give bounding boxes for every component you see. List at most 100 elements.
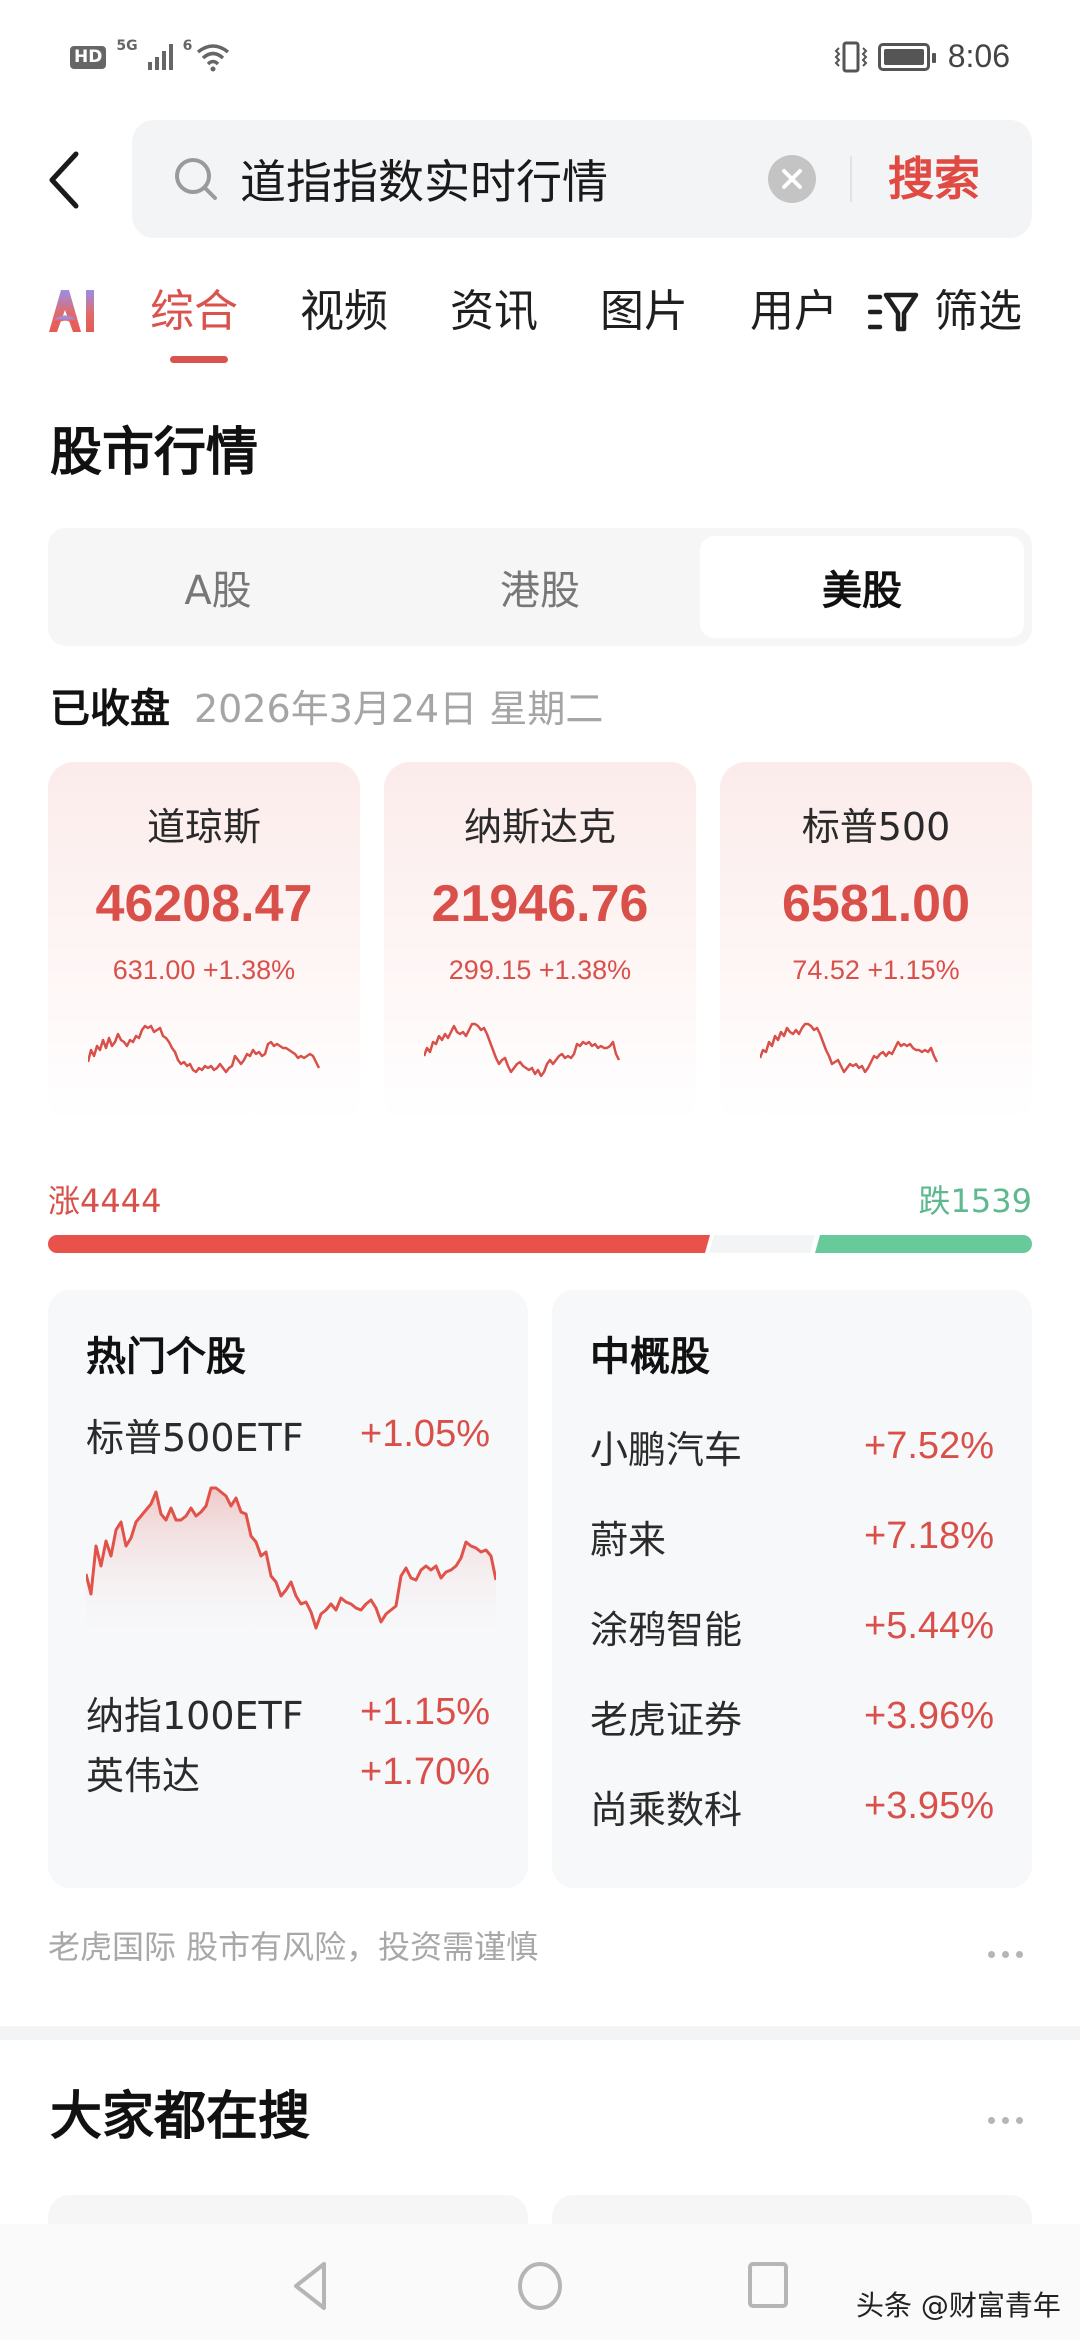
ai-icon [49, 290, 94, 332]
segment-hk-shares[interactable]: 港股 [500, 568, 580, 614]
hd-icon: HD [70, 45, 107, 69]
search-icon [175, 158, 217, 200]
stock-change: +1.70% [360, 1750, 490, 1793]
more-dot-icon [1016, 1950, 1023, 1958]
index-name: 纳斯达克 [463, 805, 616, 849]
search-input[interactable] [240, 148, 780, 210]
section-title-trending: 大家都在搜 [50, 2087, 311, 2147]
back-arrow-icon [49, 151, 79, 209]
section-title-market: 股市行情 [50, 423, 259, 483]
china-concept-panel: 中概股 小鹏汽车 +7.52% 蔚来 +7.18% 涂鸦智能 +5.44% 老虎… [552, 1290, 1032, 1888]
china-stock-row[interactable]: 尚乘数科 +3.95% [590, 1778, 994, 1834]
market-date: 2026年3月24日 星期二 [194, 687, 604, 731]
nav-back-icon [294, 2262, 326, 2310]
wifi-icon [197, 44, 230, 72]
more-dot-icon [1002, 1950, 1009, 1958]
more-dot-icon [1016, 2116, 1023, 2124]
advancers-label: 涨4444 [48, 1182, 162, 1220]
filter-button[interactable]: 筛选 [868, 280, 1022, 344]
index-card-sp500[interactable]: 标普500 6581.00 74.52 +1.15% [720, 762, 1032, 1122]
tab-images[interactable]: 图片 [600, 286, 688, 337]
more-dot-icon [988, 2116, 995, 2124]
china-stock-row[interactable]: 小鹏汽车 +7.52% [590, 1418, 994, 1474]
stock-change: +1.05% [360, 1412, 490, 1455]
divider [850, 156, 852, 202]
more-dot-icon [988, 1950, 995, 1958]
index-card-dow[interactable]: 道琼斯 46208.47 631.00 +1.38% [48, 762, 360, 1122]
panel-title: 中概股 [590, 1334, 710, 1380]
system-nav-bar: 头条 @财富青年 [0, 2224, 1080, 2340]
stock-change: +7.18% [864, 1514, 994, 1557]
wifi-label: 6 [182, 38, 193, 54]
signal-icon [147, 44, 173, 70]
battery-icon [877, 42, 936, 71]
stock-name: 尚乘数科 [590, 1787, 743, 1832]
stock-change: +7.52% [864, 1424, 994, 1467]
stock-change: +3.96% [864, 1694, 994, 1737]
trending-more-button[interactable] [988, 2110, 1038, 2130]
china-stock-row[interactable]: 老虎证券 +3.96% [590, 1688, 994, 1744]
sparkline-chart [424, 1022, 621, 1078]
index-value: 21946.76 [431, 875, 649, 933]
hot-stock-row[interactable]: 英伟达 +1.70% [86, 1744, 490, 1800]
stock-name: 小鹏汽车 [590, 1427, 743, 1472]
nav-back-button[interactable] [280, 2256, 340, 2316]
back-button[interactable] [42, 148, 92, 212]
vibrate-icon [834, 41, 868, 72]
tab-users[interactable]: 用户 [750, 286, 838, 337]
stock-name: 老虎证券 [590, 1697, 743, 1742]
stock-name: 纳指100ETF [86, 1693, 304, 1738]
hot-stock-featured[interactable]: 标普500ETF +1.05% [86, 1406, 490, 1462]
market-status: 已收盘 [50, 686, 170, 732]
china-stock-row[interactable]: 涂鸦智能 +5.44% [590, 1598, 994, 1654]
segment-us-shares[interactable]: 美股 [700, 536, 1024, 638]
sparkline-chart [88, 1024, 320, 1074]
section-divider [0, 2026, 1080, 2040]
filter-icon [868, 292, 919, 332]
search-bar[interactable]: 搜索 [132, 120, 1032, 238]
stock-name: 蔚来 [590, 1517, 667, 1562]
hot-stocks-panel: 热门个股 标普500ETF +1.05% 纳指100ETF +1.15% 英伟达… [48, 1290, 528, 1888]
index-card-nasdaq[interactable]: 纳斯达克 21946.76 299.15 +1.38% [384, 762, 696, 1122]
index-change: 631.00 +1.38% [112, 955, 296, 985]
stock-name: 英伟达 [86, 1753, 201, 1798]
clear-button[interactable] [768, 155, 816, 203]
disclaimer-text: 老虎国际 股市有风险，投资需谨慎 [48, 1928, 539, 1966]
active-tab-indicator [170, 356, 228, 363]
panel-title: 热门个股 [86, 1334, 246, 1380]
stock-change: +5.44% [864, 1604, 994, 1647]
stock-change: +1.15% [360, 1690, 490, 1733]
clear-icon [782, 169, 802, 189]
tab-video[interactable]: 视频 [300, 286, 388, 337]
index-change: 74.52 +1.15% [792, 955, 960, 985]
search-tabs: 综合 视频 资讯 图片 用户 筛选 [0, 280, 1080, 370]
watermark: 头条 @财富青年 [856, 2289, 1061, 2322]
featured-stock-chart [86, 1486, 496, 1646]
index-change: 299.15 +1.38% [448, 955, 632, 985]
nav-home-button[interactable] [510, 2256, 570, 2316]
stock-change: +3.95% [864, 1784, 994, 1827]
decliners-label: 跌1539 [918, 1182, 1032, 1220]
network-type: 5G [116, 38, 138, 54]
china-stock-row[interactable]: 蔚来 +7.18% [590, 1508, 994, 1564]
tab-news[interactable]: 资讯 [450, 286, 538, 337]
segment-a-shares[interactable]: A股 [184, 568, 252, 614]
clock: 8:06 [947, 38, 1010, 74]
stock-name: 涂鸦智能 [590, 1607, 743, 1652]
more-options-button[interactable] [988, 1944, 1038, 1964]
tab-ai[interactable] [46, 286, 98, 336]
index-value: 6581.00 [782, 875, 970, 933]
stock-name: 标普500ETF [86, 1415, 304, 1460]
hot-stock-row[interactable]: 纳指100ETF +1.15% [86, 1684, 490, 1740]
nav-recents-button[interactable] [738, 2256, 798, 2316]
tab-comprehensive[interactable]: 综合 [150, 286, 238, 337]
sparkline-chart [760, 1022, 939, 1074]
index-value: 46208.47 [95, 875, 313, 933]
more-dot-icon [1002, 2116, 1009, 2124]
nav-home-icon [518, 2262, 562, 2310]
search-submit-button[interactable]: 搜索 [888, 148, 980, 210]
market-segmented-control: A股 港股 美股 [48, 528, 1032, 646]
filter-label: 筛选 [934, 286, 1022, 337]
index-name: 道琼斯 [146, 805, 261, 849]
market-status-row: 已收盘 2026年3月24日 星期二 [50, 676, 603, 734]
